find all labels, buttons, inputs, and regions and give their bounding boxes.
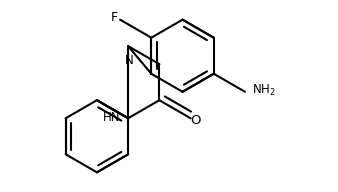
Text: F: F xyxy=(111,11,118,24)
Text: NH$_2$: NH$_2$ xyxy=(251,83,275,98)
Text: HN: HN xyxy=(103,111,120,124)
Text: O: O xyxy=(190,114,200,127)
Text: N: N xyxy=(125,54,134,67)
